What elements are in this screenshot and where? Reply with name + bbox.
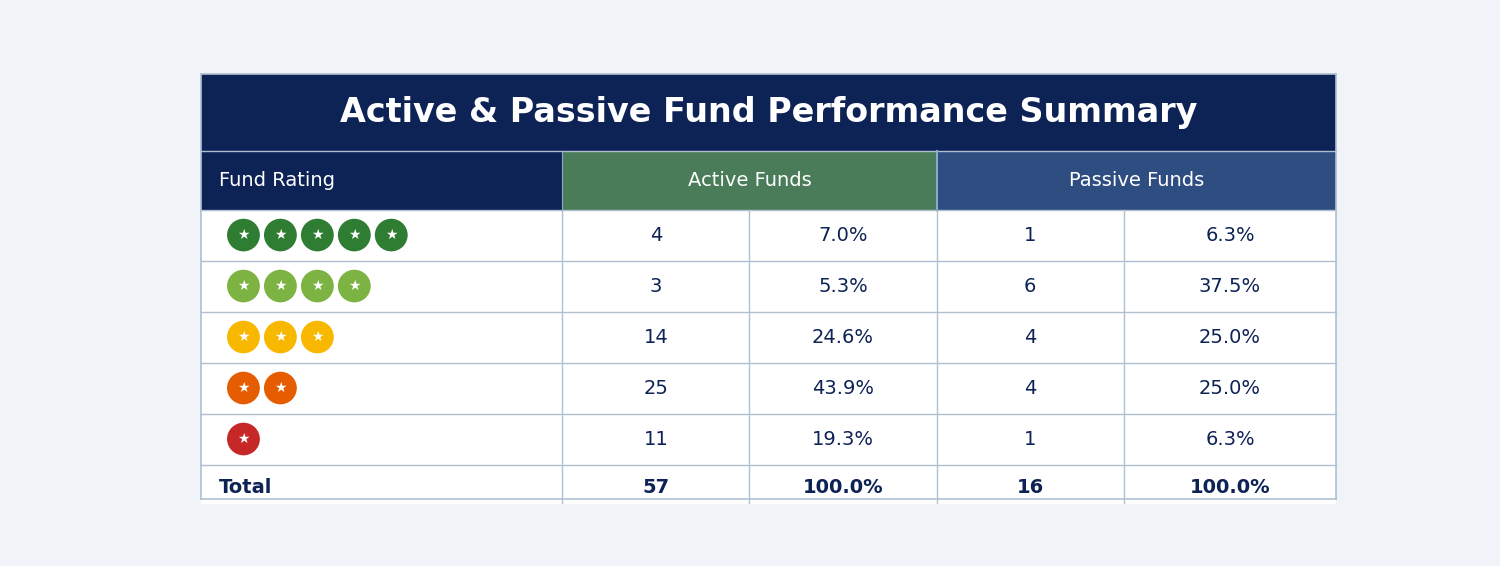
Text: ★: ★ <box>274 330 286 344</box>
Ellipse shape <box>264 218 297 251</box>
FancyBboxPatch shape <box>201 311 1336 363</box>
Text: 4: 4 <box>1024 328 1036 346</box>
FancyBboxPatch shape <box>201 363 1336 414</box>
Text: ★: ★ <box>237 279 249 293</box>
Ellipse shape <box>264 270 297 302</box>
Text: ★: ★ <box>237 381 249 395</box>
Text: 25.0%: 25.0% <box>1198 328 1262 346</box>
Text: ★: ★ <box>237 432 249 446</box>
Text: 4: 4 <box>1024 379 1036 397</box>
FancyBboxPatch shape <box>201 414 1336 465</box>
Text: Active Funds: Active Funds <box>687 170 812 190</box>
FancyBboxPatch shape <box>201 465 1336 511</box>
Text: 100.0%: 100.0% <box>1190 478 1270 497</box>
Text: 3: 3 <box>650 277 662 295</box>
Text: 19.3%: 19.3% <box>812 430 874 448</box>
Text: 43.9%: 43.9% <box>812 379 874 397</box>
Text: 7.0%: 7.0% <box>819 226 868 245</box>
Text: ★: ★ <box>274 381 286 395</box>
Text: Fund Rating: Fund Rating <box>219 170 334 190</box>
Text: ★: ★ <box>310 228 324 242</box>
Ellipse shape <box>226 423 260 455</box>
Text: ★: ★ <box>310 330 324 344</box>
Text: 5.3%: 5.3% <box>818 277 868 295</box>
Text: ★: ★ <box>237 228 249 242</box>
Text: Total: Total <box>219 478 273 497</box>
Text: ★: ★ <box>348 228 360 242</box>
Ellipse shape <box>264 372 297 404</box>
Ellipse shape <box>375 218 408 251</box>
Text: 24.6%: 24.6% <box>812 328 874 346</box>
Ellipse shape <box>302 270 334 302</box>
FancyBboxPatch shape <box>201 209 1336 260</box>
Ellipse shape <box>226 270 260 302</box>
Text: 16: 16 <box>1017 478 1044 497</box>
Text: 14: 14 <box>644 328 668 346</box>
Text: ★: ★ <box>310 279 324 293</box>
Text: 6: 6 <box>1024 277 1036 295</box>
Text: ★: ★ <box>237 330 249 344</box>
Text: 25: 25 <box>644 379 669 397</box>
FancyBboxPatch shape <box>201 260 1336 311</box>
Ellipse shape <box>302 321 334 353</box>
Ellipse shape <box>226 372 260 404</box>
Ellipse shape <box>226 218 260 251</box>
Ellipse shape <box>226 321 260 353</box>
Ellipse shape <box>338 218 370 251</box>
Text: 57: 57 <box>642 478 669 497</box>
Text: ★: ★ <box>386 228 398 242</box>
Ellipse shape <box>264 321 297 353</box>
Text: 1: 1 <box>1024 430 1036 448</box>
Text: 1: 1 <box>1024 226 1036 245</box>
Text: 100.0%: 100.0% <box>802 478 883 497</box>
FancyBboxPatch shape <box>201 75 1336 151</box>
Ellipse shape <box>302 218 334 251</box>
FancyBboxPatch shape <box>201 151 562 209</box>
FancyBboxPatch shape <box>562 151 936 209</box>
Text: ★: ★ <box>274 228 286 242</box>
Text: 6.3%: 6.3% <box>1204 226 1255 245</box>
Ellipse shape <box>338 270 370 302</box>
FancyBboxPatch shape <box>936 151 1336 209</box>
Text: ★: ★ <box>348 279 360 293</box>
Text: 11: 11 <box>644 430 668 448</box>
Text: Active & Passive Fund Performance Summary: Active & Passive Fund Performance Summar… <box>340 96 1197 129</box>
Text: Passive Funds: Passive Funds <box>1068 170 1204 190</box>
Text: 25.0%: 25.0% <box>1198 379 1262 397</box>
Text: 6.3%: 6.3% <box>1204 430 1255 448</box>
Text: 4: 4 <box>650 226 662 245</box>
Text: 37.5%: 37.5% <box>1198 277 1262 295</box>
Text: ★: ★ <box>274 279 286 293</box>
